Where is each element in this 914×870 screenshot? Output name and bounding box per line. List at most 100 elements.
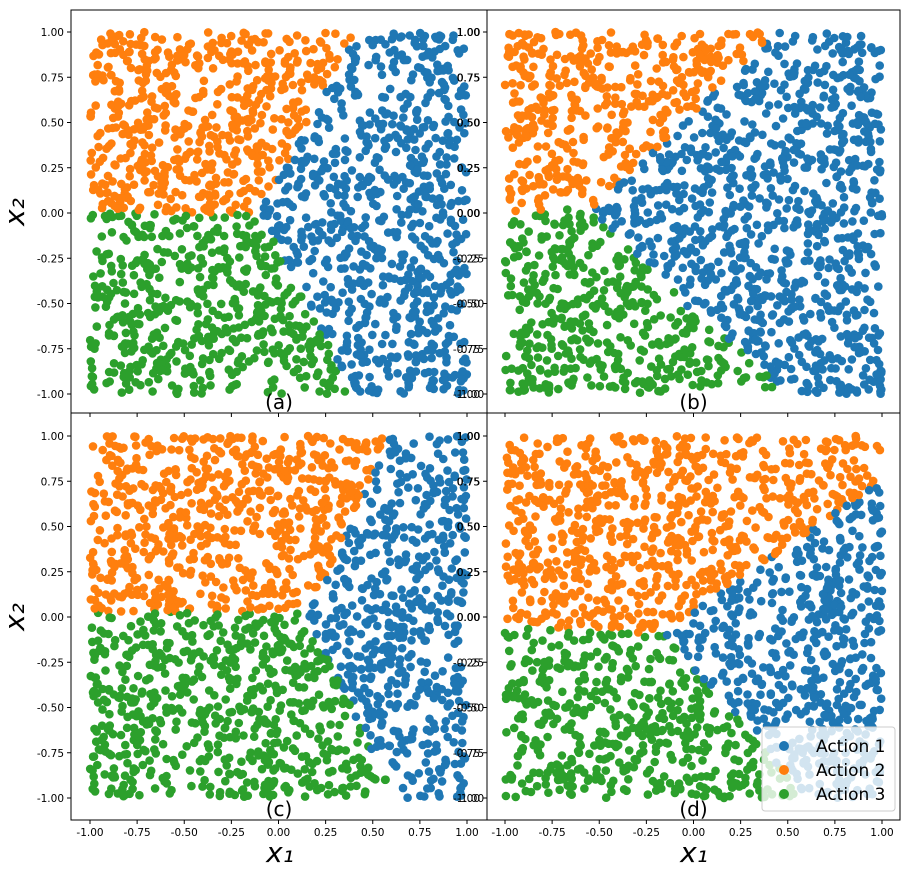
point-action-1 xyxy=(744,202,754,211)
point-action-1 xyxy=(320,192,330,201)
point-action-2 xyxy=(183,477,192,487)
point-action-3 xyxy=(279,356,289,366)
point-action-1 xyxy=(430,281,440,291)
panel-a: -1.00-0.75-0.50-0.250.000.250.500.751.00… xyxy=(37,9,488,417)
point-action-3 xyxy=(175,229,185,238)
y-tick-label-right: 0.50 xyxy=(457,118,480,130)
point-action-1 xyxy=(835,113,845,123)
point-action-3 xyxy=(248,287,258,296)
point-action-1 xyxy=(370,185,380,195)
point-action-1 xyxy=(442,160,451,169)
point-action-2 xyxy=(98,445,107,455)
point-action-2 xyxy=(708,83,717,92)
point-action-2 xyxy=(296,524,305,533)
point-action-2 xyxy=(176,599,186,608)
point-action-3 xyxy=(87,379,97,389)
point-action-2 xyxy=(210,200,219,209)
point-action-1 xyxy=(429,293,439,302)
point-action-2 xyxy=(101,180,110,190)
point-action-1 xyxy=(675,195,684,205)
point-action-3 xyxy=(570,317,580,327)
point-action-2 xyxy=(94,50,104,59)
point-action-1 xyxy=(793,126,802,136)
point-action-1 xyxy=(835,382,845,391)
point-action-3 xyxy=(263,702,273,711)
point-action-2 xyxy=(220,524,230,534)
point-action-2 xyxy=(248,432,257,441)
point-action-2 xyxy=(117,193,126,203)
point-action-1 xyxy=(433,617,443,627)
point-action-2 xyxy=(126,148,135,158)
point-action-1 xyxy=(799,330,808,339)
point-action-2 xyxy=(280,603,290,613)
point-action-2 xyxy=(540,191,550,200)
point-action-1 xyxy=(447,564,457,573)
point-action-3 xyxy=(143,640,153,650)
point-action-1 xyxy=(440,724,449,734)
point-action-1 xyxy=(358,181,368,191)
point-action-1 xyxy=(431,32,440,42)
point-action-3 xyxy=(209,280,218,290)
y-tick-label: 0.50 xyxy=(41,118,64,130)
point-action-3 xyxy=(261,738,271,748)
point-action-1 xyxy=(442,153,451,162)
point-action-3 xyxy=(193,264,203,273)
point-action-1 xyxy=(722,232,731,242)
point-action-2 xyxy=(555,29,564,39)
point-action-1 xyxy=(441,302,450,311)
point-action-1 xyxy=(870,229,879,239)
point-action-2 xyxy=(517,111,527,120)
point-action-2 xyxy=(606,28,616,37)
point-action-1 xyxy=(703,112,713,121)
point-action-3 xyxy=(189,370,198,379)
point-action-2 xyxy=(103,39,112,48)
point-action-2 xyxy=(228,120,237,130)
point-action-1 xyxy=(631,196,640,205)
point-action-1 xyxy=(376,510,385,519)
point-action-1 xyxy=(443,229,452,238)
point-action-1 xyxy=(328,309,337,319)
point-action-3 xyxy=(205,355,214,365)
point-action-1 xyxy=(358,358,368,367)
point-action-1 xyxy=(362,137,371,147)
point-action-1 xyxy=(428,346,437,355)
point-action-3 xyxy=(541,299,550,309)
point-action-3 xyxy=(213,227,222,237)
point-action-3 xyxy=(563,205,572,214)
point-action-1 xyxy=(748,183,758,193)
point-action-3 xyxy=(506,274,516,283)
point-action-3 xyxy=(125,366,134,376)
point-action-3 xyxy=(122,723,132,733)
point-action-1 xyxy=(383,228,393,237)
point-action-2 xyxy=(119,443,128,453)
point-action-1 xyxy=(366,173,376,183)
point-action-2 xyxy=(517,198,526,208)
point-action-1 xyxy=(453,389,463,398)
point-action-1 xyxy=(397,210,407,220)
point-action-1 xyxy=(346,224,356,233)
point-action-3 xyxy=(299,683,309,692)
point-action-1 xyxy=(433,314,443,323)
point-action-2 xyxy=(147,92,157,101)
point-action-3 xyxy=(151,735,160,744)
point-action-1 xyxy=(627,176,636,185)
point-action-1 xyxy=(421,144,431,153)
point-action-1 xyxy=(728,329,737,338)
point-action-2 xyxy=(661,105,670,115)
point-action-1 xyxy=(876,389,885,399)
point-action-3 xyxy=(528,276,537,285)
point-action-2 xyxy=(153,441,162,451)
point-action-2 xyxy=(292,58,302,67)
point-action-1 xyxy=(820,237,830,247)
point-action-3 xyxy=(652,371,662,381)
point-action-3 xyxy=(554,384,563,394)
point-action-3 xyxy=(230,298,240,307)
point-action-1 xyxy=(355,153,365,162)
point-action-3 xyxy=(599,222,608,232)
point-action-1 xyxy=(389,29,399,38)
point-action-1 xyxy=(359,121,368,130)
point-action-2 xyxy=(505,184,514,194)
point-action-2 xyxy=(639,50,649,60)
point-action-1 xyxy=(727,173,737,182)
point-action-3 xyxy=(230,623,240,633)
